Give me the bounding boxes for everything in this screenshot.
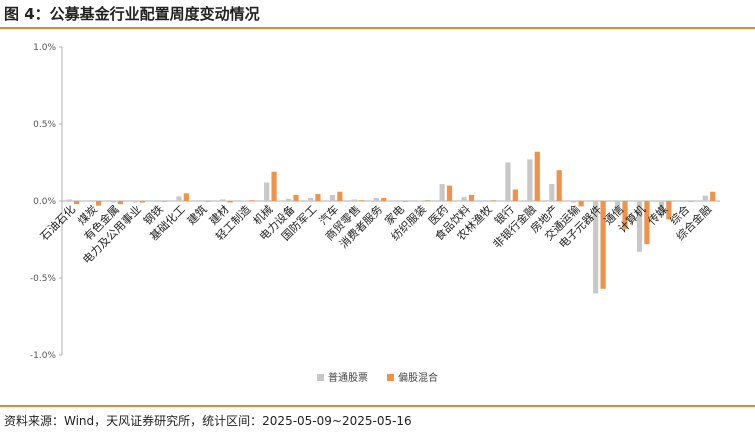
bar-stock <box>505 162 511 201</box>
y-tick-label: -0.5% <box>30 274 57 284</box>
bar-stock <box>571 201 577 203</box>
y-tick-labels: 1.0% 0.5% 0.0% -0.5% -1.0% <box>30 43 57 361</box>
bar-mixed <box>468 194 475 201</box>
bar-stock <box>658 201 665 217</box>
bar-stock <box>66 199 72 201</box>
bar-stock <box>286 198 292 201</box>
bar-mixed <box>161 201 167 202</box>
bar-stock <box>615 201 621 214</box>
bar-mixed <box>600 201 606 289</box>
bar-mixed <box>315 194 321 201</box>
bar-mixed <box>403 201 409 202</box>
bar-mixed <box>139 201 146 203</box>
bar-stock <box>395 201 401 202</box>
legend-swatch <box>387 374 394 381</box>
y-tick-label: 1.0% <box>33 43 56 53</box>
figure-title: 图 4：公募基金行业配置周度变动情况 <box>4 5 260 23</box>
bar-mixed <box>96 201 102 206</box>
bar-stock <box>417 200 423 202</box>
category-labels: 石油石化煤炭有色金属电力及公用事业钢铁基础化工建筑建材轻工制造机械电力设备国防军… <box>37 202 714 266</box>
bar-mixed <box>622 201 628 229</box>
bar-stock <box>264 182 270 201</box>
bar-stock <box>88 200 94 201</box>
bar-mixed <box>710 191 716 201</box>
bar-stock <box>702 195 708 201</box>
bar-mixed <box>688 201 694 202</box>
chart-axes <box>59 46 720 356</box>
bar-mixed <box>227 201 233 203</box>
bar-mixed <box>425 200 431 201</box>
bar-mixed <box>359 200 365 201</box>
bar-mixed <box>578 201 584 207</box>
bar-stock <box>373 197 379 201</box>
bar-mixed <box>446 185 453 201</box>
source-note: 资料来源：Wind，天风证券研究所，统计区间：2025-05-09~2025-0… <box>4 414 412 428</box>
bar-stock <box>242 200 248 202</box>
bar-stock <box>549 184 555 201</box>
title-rule <box>0 27 755 29</box>
bars <box>66 151 716 294</box>
bar-stock <box>351 199 357 201</box>
y-tick-label: 0.5% <box>33 120 56 130</box>
bar-stock <box>680 201 686 202</box>
bar-stock <box>154 201 160 202</box>
bar-mixed <box>183 193 189 201</box>
bar-mixed <box>666 201 672 220</box>
bar-mixed <box>205 201 211 202</box>
category-label: 石油石化 <box>37 202 78 243</box>
bar-stock <box>132 201 138 203</box>
bar-chart: 1.0% 0.5% 0.0% -0.5% -1.0% 石油石化煤炭有色金属电力及公用事业… <box>30 43 720 384</box>
bar-mixed <box>490 200 496 201</box>
legend-swatch <box>317 374 324 381</box>
bar-stock <box>439 184 445 201</box>
bar-stock <box>636 201 643 252</box>
bar-mixed <box>293 194 299 201</box>
bar-mixed <box>271 171 277 201</box>
bar-mixed <box>117 201 124 205</box>
bar-stock <box>461 197 467 201</box>
bar-mixed <box>74 201 80 205</box>
legend-label: 偏股混合 <box>398 371 438 384</box>
bar-stock <box>176 196 182 201</box>
bar-stock <box>527 159 533 201</box>
bar-stock <box>220 199 226 201</box>
bar-mixed <box>556 170 562 201</box>
bar-stock <box>593 201 599 294</box>
bar-stock <box>110 201 116 203</box>
bar-mixed <box>644 201 650 245</box>
bar-stock <box>329 194 336 201</box>
bar-mixed <box>249 200 255 201</box>
bar-stock <box>198 201 204 202</box>
legend: 普通股票 偏股混合 <box>317 371 438 384</box>
y-tick-label: -1.0% <box>30 351 57 361</box>
legend-label: 普通股票 <box>328 371 368 384</box>
bar-mixed <box>381 197 387 201</box>
bar-stock <box>483 200 489 201</box>
bar-mixed <box>512 189 518 201</box>
bar-mixed <box>337 191 343 201</box>
bar-mixed <box>534 151 540 201</box>
source-rule <box>0 405 755 407</box>
category-label: 建筑 <box>184 202 209 227</box>
bar-stock <box>307 197 314 201</box>
y-tick-label: 0.0% <box>33 197 56 207</box>
